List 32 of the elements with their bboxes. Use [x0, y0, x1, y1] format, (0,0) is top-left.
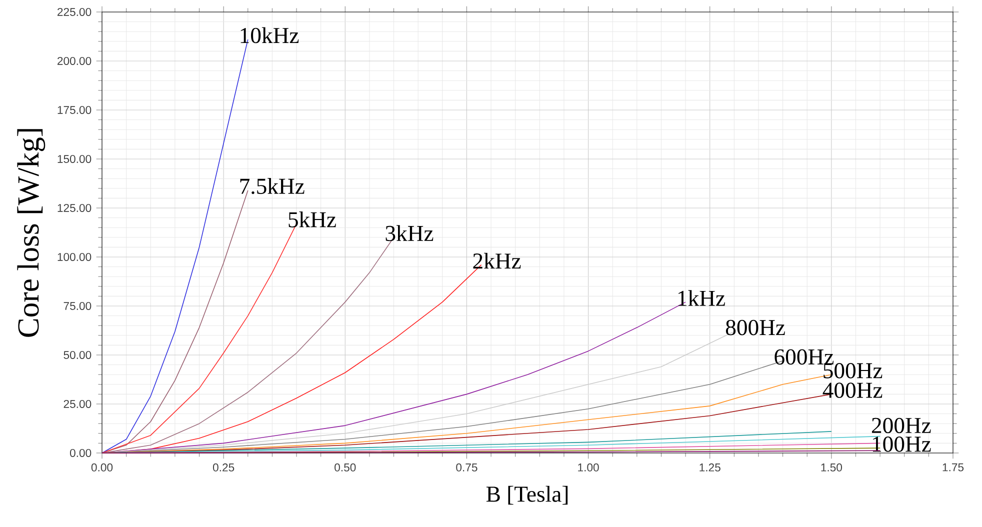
- x-tick-label: 0.00: [91, 463, 113, 472]
- y-tick-label: 225.00: [58, 8, 92, 16]
- y-tick-label: 175.00: [58, 106, 92, 114]
- x-tick-label: 1.75: [942, 463, 964, 472]
- y-tick-label: 100.00: [58, 252, 92, 261]
- y-tick-label: 25.00: [64, 400, 92, 408]
- y-axis-title: Core loss [W/kg]: [17, 129, 46, 337]
- series-label: 400Hz: [822, 382, 882, 398]
- y-tick-label: 200.00: [58, 56, 92, 65]
- series-label: 100Hz: [872, 436, 931, 452]
- y-tick-label: 0.00: [70, 448, 92, 457]
- x-tick-label: 1.00: [578, 463, 599, 472]
- x-tick-label: 0.25: [212, 463, 234, 472]
- x-tick-label: 1.50: [821, 463, 842, 472]
- series-label: 200Hz: [872, 418, 931, 434]
- y-tick-label: 50.00: [64, 350, 92, 359]
- series-label: 600Hz: [774, 349, 834, 365]
- y-tick-label: 125.00: [58, 204, 92, 212]
- x-tick-label: 1.25: [700, 463, 720, 472]
- series-label: 5kHz: [288, 211, 336, 228]
- y-tick-label: 150.00: [58, 154, 92, 163]
- series-label: 10kHz: [240, 27, 299, 44]
- series-label: 7.5kHz: [240, 178, 304, 194]
- series-label: 500Hz: [824, 363, 882, 378]
- series-label: 2kHz: [473, 252, 521, 269]
- series-label: 800Hz: [726, 320, 785, 336]
- y-tick-label: 75.00: [64, 302, 92, 310]
- x-axis-title: B [Tesla]: [486, 486, 568, 505]
- x-tick-label: 0.75: [456, 463, 478, 472]
- series-label: 3kHz: [386, 225, 434, 242]
- series-label: 1kHz: [678, 290, 725, 306]
- x-tick-label: 0.50: [334, 463, 356, 472]
